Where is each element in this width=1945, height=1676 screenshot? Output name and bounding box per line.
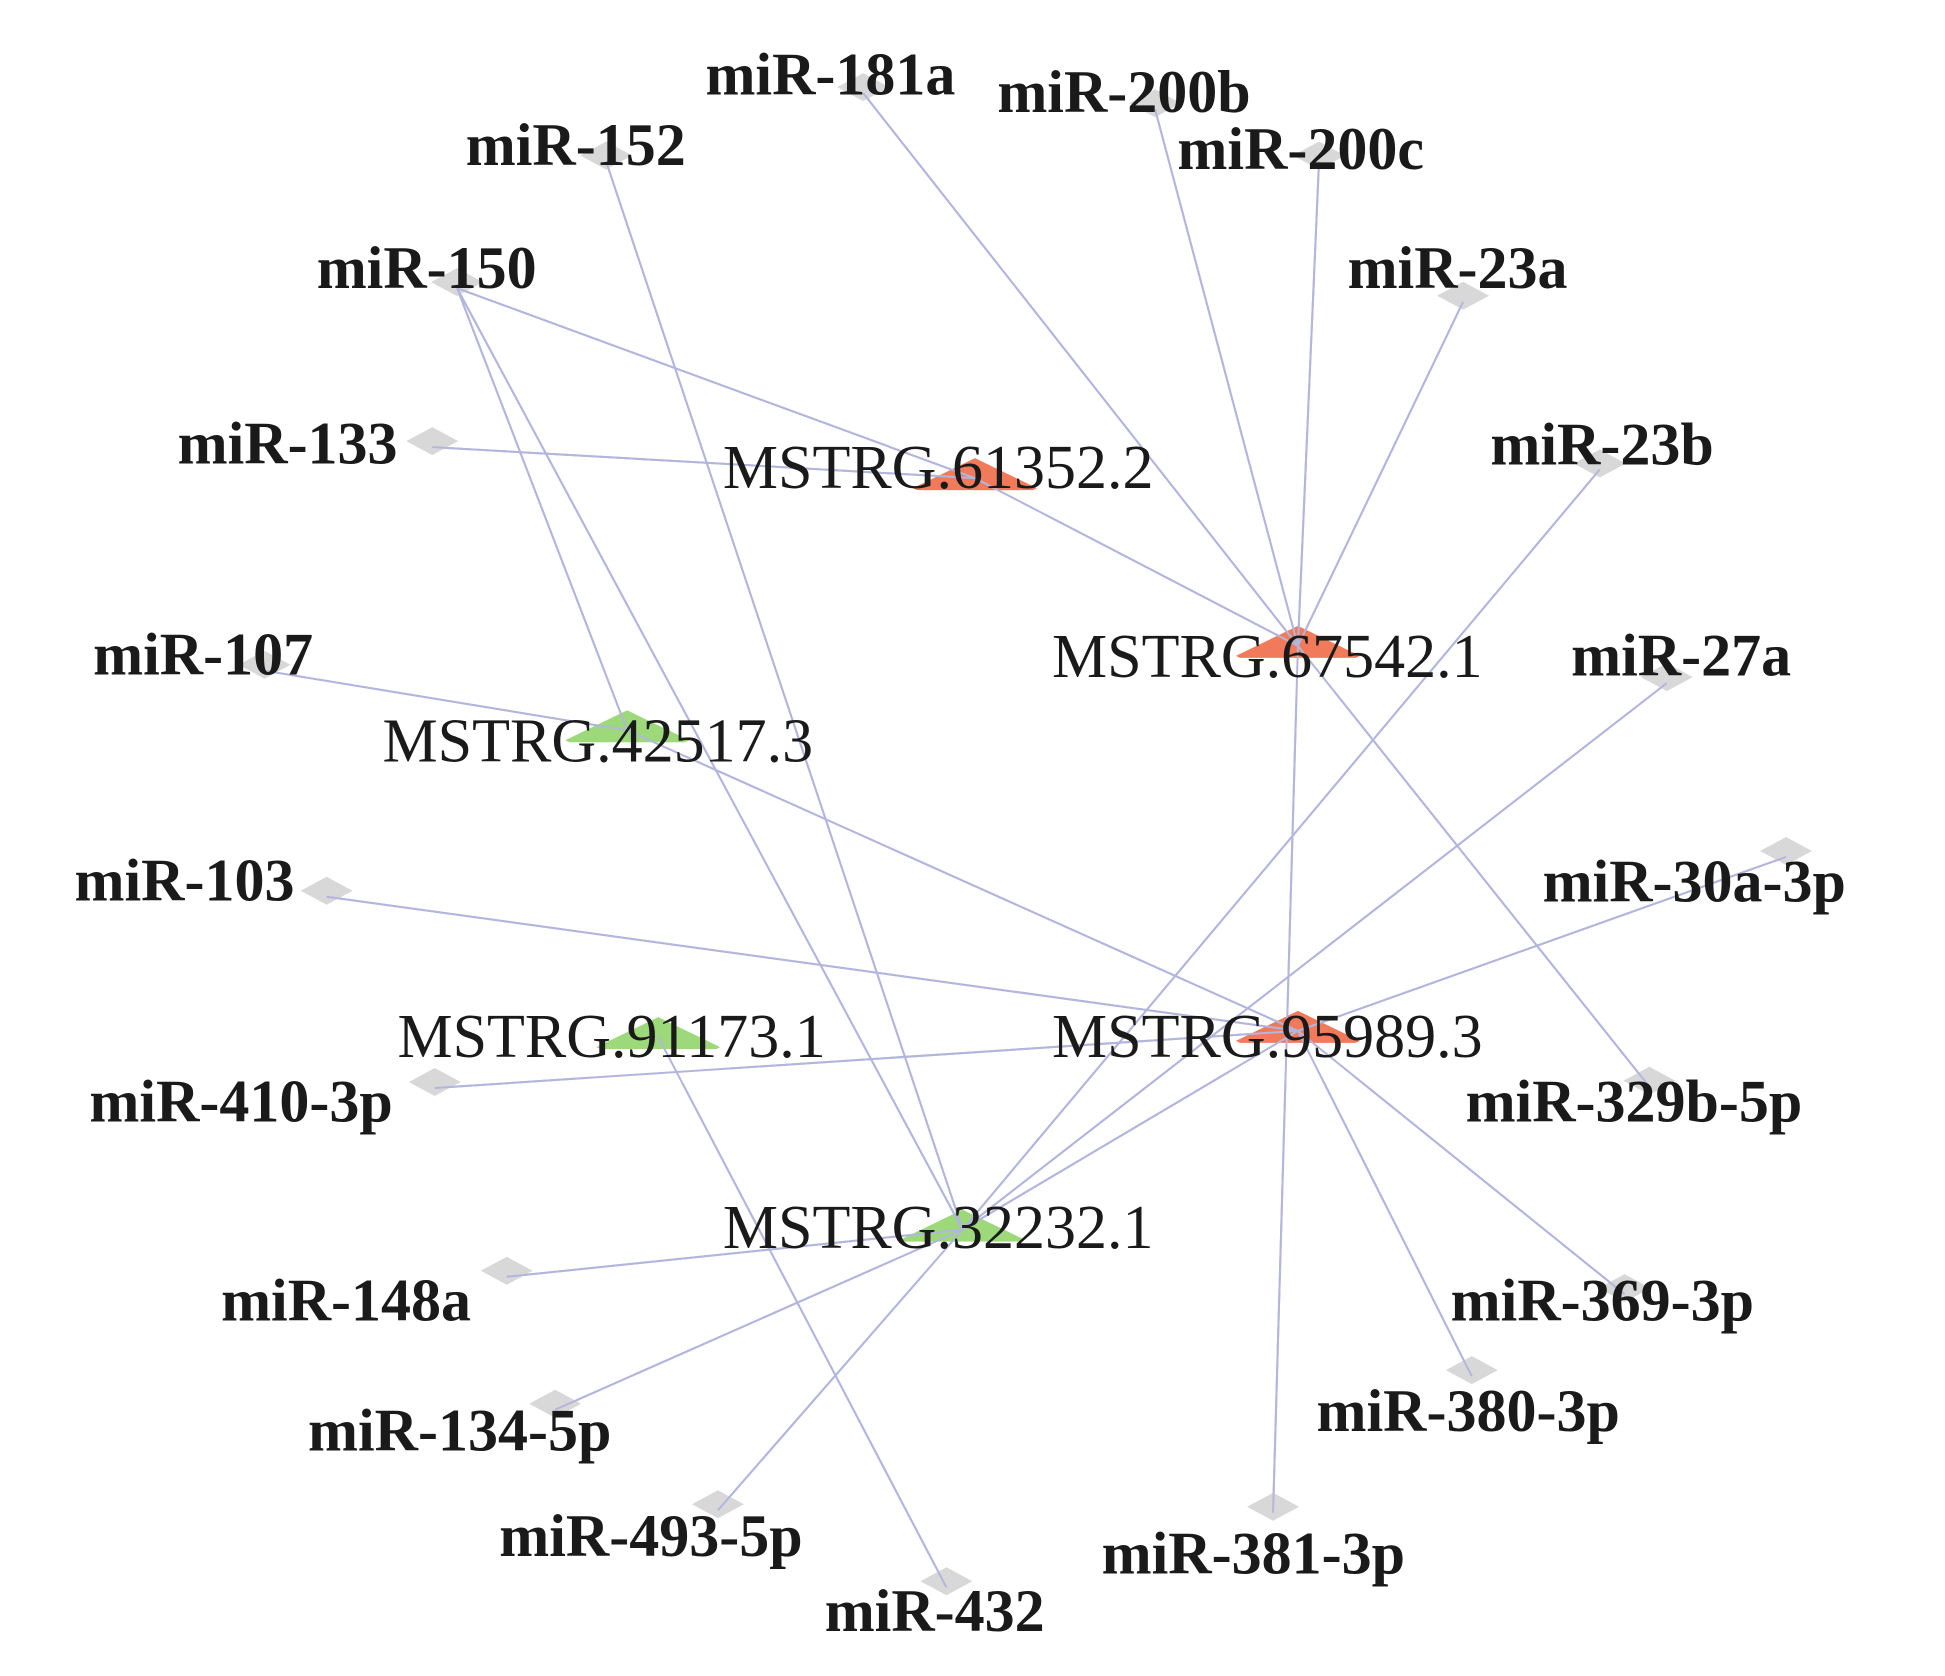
mirna-label-493: miR-493-5p (499, 1503, 802, 1569)
edge-overlay-200b-67542 (1154, 109, 1299, 647)
edge-overlay-95989-410 (434, 1029, 1298, 1090)
mirna-node-23a (1437, 281, 1490, 310)
mirna-node-107 (238, 650, 291, 679)
lncrna-label-32232: MSTRG.32232.1 (723, 1194, 1154, 1262)
mirna-label-107: miR-107 (93, 621, 313, 687)
edge-overlay-27a-32232 (961, 682, 1668, 1231)
mirna-node-369 (1598, 1274, 1651, 1303)
edge-overlay-67542-381 (1272, 645, 1299, 1513)
edge-overlay-133-61352 (432, 446, 976, 480)
edge-overlay-150-42517 (456, 287, 629, 731)
mirna-node-150 (431, 268, 484, 297)
mirna-node-200c (1293, 141, 1346, 170)
mirna-label-181a: miR-181a (705, 41, 955, 107)
edge-overlay-107-42517 (264, 669, 628, 732)
mirna-label-103: miR-103 (75, 847, 295, 913)
mirna-label-200b: miR-200b (997, 59, 1250, 125)
mirna-node-30a (1760, 836, 1813, 865)
mirna-node-380 (1445, 1356, 1498, 1385)
mirna-label-150: miR-150 (317, 235, 537, 301)
edge-overlay-150-32232 (456, 287, 964, 1231)
mirna-label-329b: miR-329b-5p (1466, 1069, 1803, 1135)
edge-overlay-200c-67542 (1296, 161, 1321, 646)
mirna-label-380: miR-380-3p (1317, 1378, 1620, 1444)
mirna-label-432: miR-432 (825, 1578, 1045, 1644)
mirna-label-23b: miR-23b (1490, 412, 1713, 478)
edges-layer (264, 92, 1787, 1588)
nodes-layer (238, 73, 1813, 1596)
mirna-node-432 (920, 1567, 973, 1596)
mirna-label-369: miR-369-3p (1451, 1267, 1754, 1333)
mirna-node-133 (406, 427, 459, 456)
mirna-label-381: miR-381-3p (1102, 1521, 1405, 1587)
mirna-label-410: miR-410-3p (89, 1069, 392, 1135)
lncrna-node-mask-95989 (1227, 1042, 1368, 1077)
mirna-label-27a: miR-27a (1571, 623, 1791, 689)
edge-overlay-23b-32232 (961, 468, 1601, 1231)
edge-overlay-91173-432 (657, 1036, 948, 1588)
mirna-node-23b (1573, 449, 1626, 478)
mirna-node-148a (480, 1256, 533, 1285)
mirna-label-23a: miR-23a (1348, 235, 1568, 301)
edge-overlay-61352-67542 (974, 477, 1299, 647)
mirna-node-493 (691, 1490, 744, 1519)
edge-overlay-148a-32232 (506, 1228, 963, 1278)
mirna-node-152 (580, 141, 633, 170)
edge-overlay-95989-369 (1297, 1030, 1626, 1295)
lncrna-node-mask-32232 (892, 1241, 1033, 1276)
mirna-node-134 (529, 1389, 582, 1418)
mirna-node-103 (300, 876, 353, 905)
lncrna-label-91173: MSTRG.91173.1 (397, 1003, 825, 1071)
edge-overlay-30a-95989 (1297, 856, 1787, 1032)
mirna-node-27a (1640, 663, 1693, 692)
edge-overlay-23a-67542 (1297, 301, 1464, 647)
mirna-label-133: miR-133 (178, 410, 398, 476)
lncrna-node-mask-42517 (557, 742, 698, 777)
edge-overlay-150-61352 (456, 287, 976, 480)
mirna-label-200c: miR-200c (1177, 116, 1424, 182)
lncrna-label-42517: MSTRG.42517.3 (383, 707, 814, 775)
edge-overlay-181a-67542 (862, 92, 1299, 647)
mirna-node-181a (837, 73, 890, 102)
edge-overlay-95989-32232 (962, 1030, 1299, 1231)
lncrna-label-67542: MSTRG.67542.1 (1052, 623, 1483, 691)
edge-overlay-95989-380 (1297, 1030, 1473, 1377)
lncrna-label-61352: MSTRG.61352.2 (723, 434, 1154, 502)
mirna-label-30a: miR-30a-3p (1543, 849, 1846, 915)
mirna-label-152: miR-152 (466, 112, 686, 178)
edge-overlay-134-32232 (554, 1228, 963, 1411)
mirna-node-200b (1129, 89, 1182, 118)
edge-overlay-42517-95989 (626, 729, 1299, 1032)
mirna-label-134: miR-134-5p (308, 1398, 611, 1464)
edge-overlay-103-95989 (326, 895, 1299, 1032)
mirna-label-148a: miR-148a (221, 1267, 471, 1333)
edge-overlay-152-32232 (605, 161, 964, 1230)
lncrna-node-mask-91173 (588, 1049, 729, 1084)
mirna-node-329b (1623, 1066, 1676, 1095)
edge-overlay-67542-329b (1297, 645, 1651, 1088)
lncrna-label-95989: MSTRG.95989.3 (1052, 1003, 1483, 1071)
mirna-node-410 (408, 1068, 461, 1097)
lncrna-node-mask-61352 (904, 490, 1045, 525)
edge-overlay-493-32232 (717, 1228, 964, 1511)
